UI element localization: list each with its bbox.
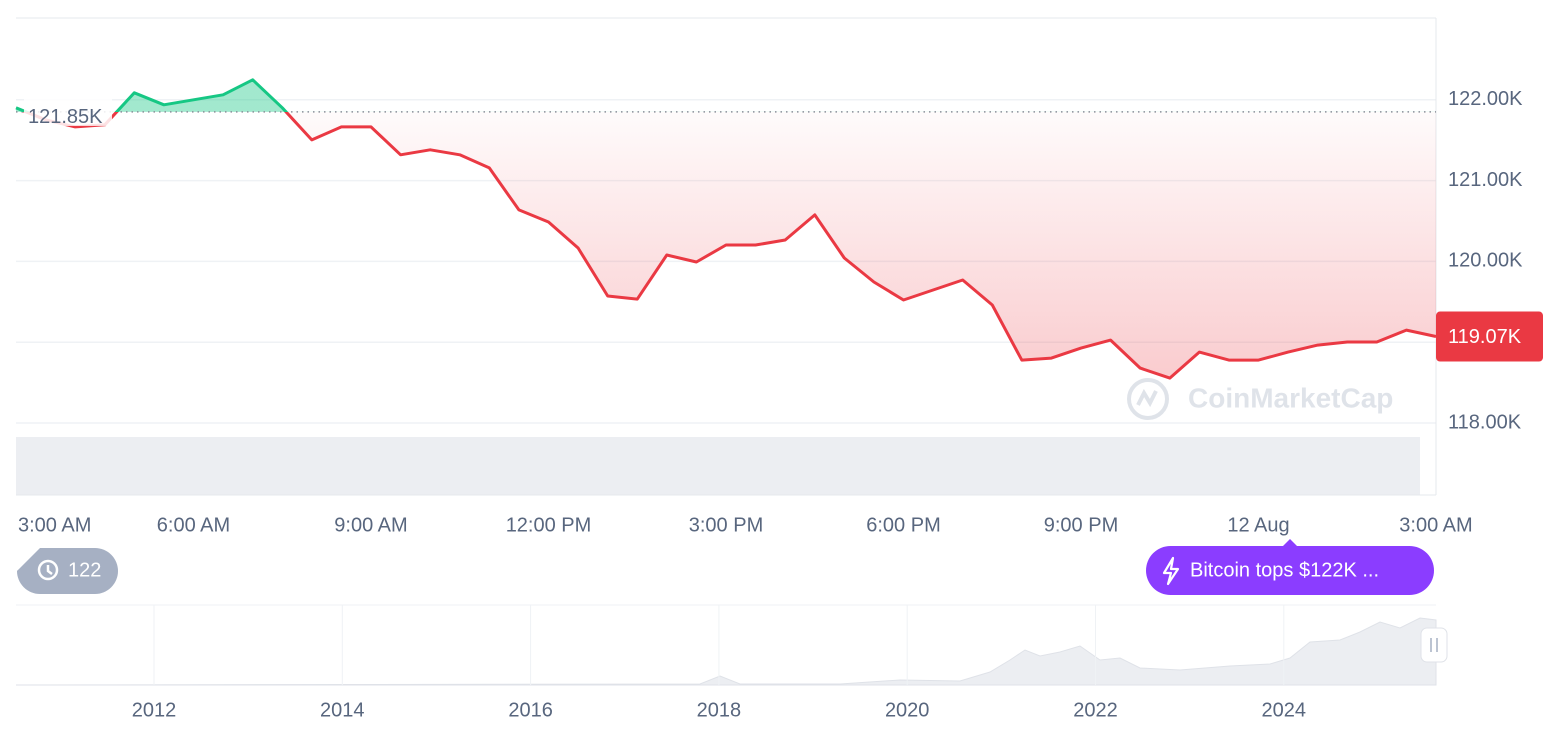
baseline-label-bg [24,97,112,126]
last-price-label: 119.07K [1448,326,1522,348]
x-tick-label: 6:00 AM [157,514,230,536]
navigator: 2012 2014 2016 2018 2020 2022 2024 [15,604,1448,721]
area-fill [16,79,1436,379]
nav-year-label: 2016 [508,699,553,721]
labels: 118.00K119.00K120.00K121.00K122.00K3:00 … [18,88,1543,536]
volume-bars [16,437,1420,495]
last-price-tag [1436,311,1543,362]
nav-year-label: 2014 [320,699,365,721]
x-tick-label: 9:00 AM [334,514,407,536]
y-tick-label: 118.00K [1448,411,1522,433]
nav-year-label: 2020 [885,699,930,721]
y-tick-label: 122.00K [1448,88,1523,110]
nav-year-label: 2018 [697,699,742,721]
y-tick-label: 121.00K [1448,169,1523,191]
watermark-text: CoinMarketCap [1188,382,1393,413]
y-tick-label: 120.00K [1448,250,1523,272]
badge-count: 122 [68,559,101,581]
x-tick-label: 3:00 AM [1399,514,1472,536]
baseline-label: 121.85K [28,106,103,128]
price-line [15,78,1437,380]
x-tick-label: 12 Aug [1227,514,1289,536]
plot [15,78,1437,380]
news-text: Bitcoin tops $122K ... [1190,559,1379,581]
news-pill[interactable]: Bitcoin tops $122K ... [1146,539,1434,595]
x-tick-label: 12:00 PM [506,514,592,536]
nav-year-label: 2022 [1073,699,1118,721]
watermark: CoinMarketCap [1127,378,1393,420]
history-badge[interactable]: 122 [17,548,118,594]
nav-year-label: 2024 [1262,699,1307,721]
x-tick-label: 6:00 PM [866,514,940,536]
nav-year-label: 2012 [132,699,177,721]
x-tick-label: 3:00 PM [689,514,763,536]
x-tick-label: 3:00 AM [18,514,91,536]
x-tick-label: 9:00 PM [1044,514,1118,536]
